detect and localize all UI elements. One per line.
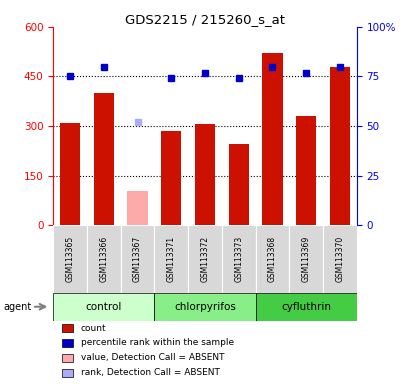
Bar — [289, 225, 322, 293]
Text: GSM113373: GSM113373 — [234, 236, 243, 282]
Bar — [255, 225, 289, 293]
Bar — [154, 225, 188, 293]
Text: agent: agent — [4, 302, 32, 312]
Bar — [120, 225, 154, 293]
Bar — [62, 339, 73, 347]
Text: GSM113372: GSM113372 — [200, 236, 209, 282]
Text: value, Detection Call = ABSENT: value, Detection Call = ABSENT — [81, 353, 224, 362]
Bar — [295, 116, 315, 225]
Bar — [62, 369, 73, 377]
Text: control: control — [85, 302, 122, 312]
Bar — [161, 131, 181, 225]
Bar — [127, 190, 147, 225]
Bar — [62, 354, 73, 362]
Text: rank, Detection Call = ABSENT: rank, Detection Call = ABSENT — [81, 368, 219, 377]
Bar — [87, 225, 120, 293]
Bar — [62, 324, 73, 332]
Text: GSM113367: GSM113367 — [133, 236, 142, 282]
Text: GSM113366: GSM113366 — [99, 236, 108, 282]
Bar — [262, 53, 282, 225]
Bar — [221, 225, 255, 293]
Bar — [194, 124, 215, 225]
Text: GSM113370: GSM113370 — [335, 236, 344, 282]
Title: GDS2215 / 215260_s_at: GDS2215 / 215260_s_at — [125, 13, 284, 26]
Bar — [53, 225, 87, 293]
Text: GSM113365: GSM113365 — [65, 236, 74, 282]
Bar — [188, 225, 221, 293]
Bar — [228, 144, 248, 225]
Text: GSM113371: GSM113371 — [166, 236, 175, 282]
Bar — [94, 93, 114, 225]
Bar — [53, 293, 154, 321]
Bar — [329, 66, 349, 225]
Text: cyfluthrin: cyfluthrin — [281, 302, 330, 312]
Bar — [154, 293, 255, 321]
Bar — [322, 225, 356, 293]
Text: GSM113368: GSM113368 — [267, 236, 276, 282]
Text: chlorpyrifos: chlorpyrifos — [174, 302, 235, 312]
Text: GSM113369: GSM113369 — [301, 236, 310, 282]
Bar — [255, 293, 356, 321]
Text: percentile rank within the sample: percentile rank within the sample — [81, 338, 233, 348]
Bar — [60, 123, 80, 225]
Text: count: count — [81, 324, 106, 333]
